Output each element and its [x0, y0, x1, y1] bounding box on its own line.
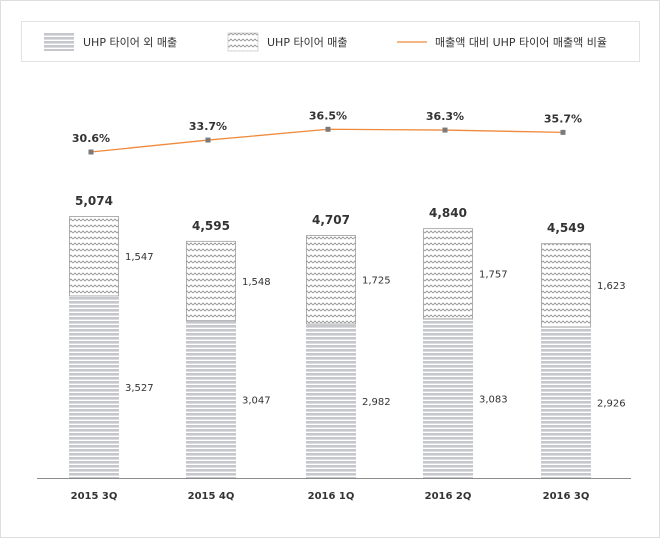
data-label-uhp: 1,548	[242, 277, 271, 288]
bar-segment-uhp	[70, 217, 119, 296]
data-label-total: 4,549	[547, 221, 585, 235]
ratio-marker	[561, 130, 566, 135]
legend-label-uhp: UHP 타이어 매출	[267, 36, 348, 49]
ratio-marker	[326, 127, 331, 132]
data-label-total: 4,595	[192, 219, 230, 233]
data-label-total: 4,840	[429, 206, 467, 220]
ratio-label: 33.7%	[189, 120, 227, 133]
data-label-total: 5,074	[75, 194, 113, 208]
bar-segment-non-uhp	[306, 324, 356, 478]
data-label-uhp: 1,547	[125, 252, 154, 263]
ratio-label: 36.5%	[309, 109, 347, 122]
legend-swatch-non-uhp	[44, 33, 74, 51]
data-label-non-uhp: 3,083	[479, 394, 508, 405]
data-label-non-uhp: 2,926	[597, 398, 626, 409]
data-label-uhp: 1,757	[479, 270, 508, 281]
bar-segment-non-uhp	[186, 321, 236, 478]
x-tick-label: 2016 3Q	[543, 491, 590, 502]
bar-segment-non-uhp	[541, 327, 591, 478]
ratio-line	[91, 129, 563, 152]
data-label-non-uhp: 3,047	[242, 395, 271, 406]
ratio-marker	[89, 150, 94, 155]
ratio-marker	[443, 128, 448, 133]
x-tick-label: 2015 3Q	[71, 491, 118, 502]
data-label-total: 4,707	[312, 213, 350, 227]
bar-segment-uhp	[424, 229, 473, 319]
bar-segment-uhp	[187, 241, 236, 320]
legend-label-non-uhp: UHP 타이어 외 매출	[83, 36, 177, 49]
x-tick-label: 2016 1Q	[308, 491, 355, 502]
legend-swatch-uhp	[228, 33, 258, 51]
ratio-marker	[206, 138, 211, 143]
ratio-label: 35.7%	[544, 112, 582, 125]
bar-segment-uhp	[307, 236, 356, 325]
data-label-non-uhp: 2,982	[362, 397, 391, 408]
legend-label-ratio: 매출액 대비 UHP 타이어 매출액 비율	[435, 36, 607, 49]
data-label-uhp: 1,725	[362, 276, 391, 287]
ratio-label: 30.6%	[72, 132, 110, 145]
bar-segment-non-uhp	[69, 296, 119, 478]
data-label-uhp: 1,623	[597, 281, 626, 292]
ratio-label: 36.3%	[426, 110, 464, 123]
bar-segment-non-uhp	[423, 319, 473, 478]
plot-area: 3,527 1,547 5,074 2015 3Q 3,047 1,548 4,595 201…	[37, 109, 631, 502]
x-tick-label: 2015 4Q	[188, 491, 235, 502]
data-label-non-uhp: 3,527	[125, 383, 154, 394]
bar-segment-uhp	[542, 244, 591, 327]
x-tick-label: 2016 2Q	[425, 491, 472, 502]
